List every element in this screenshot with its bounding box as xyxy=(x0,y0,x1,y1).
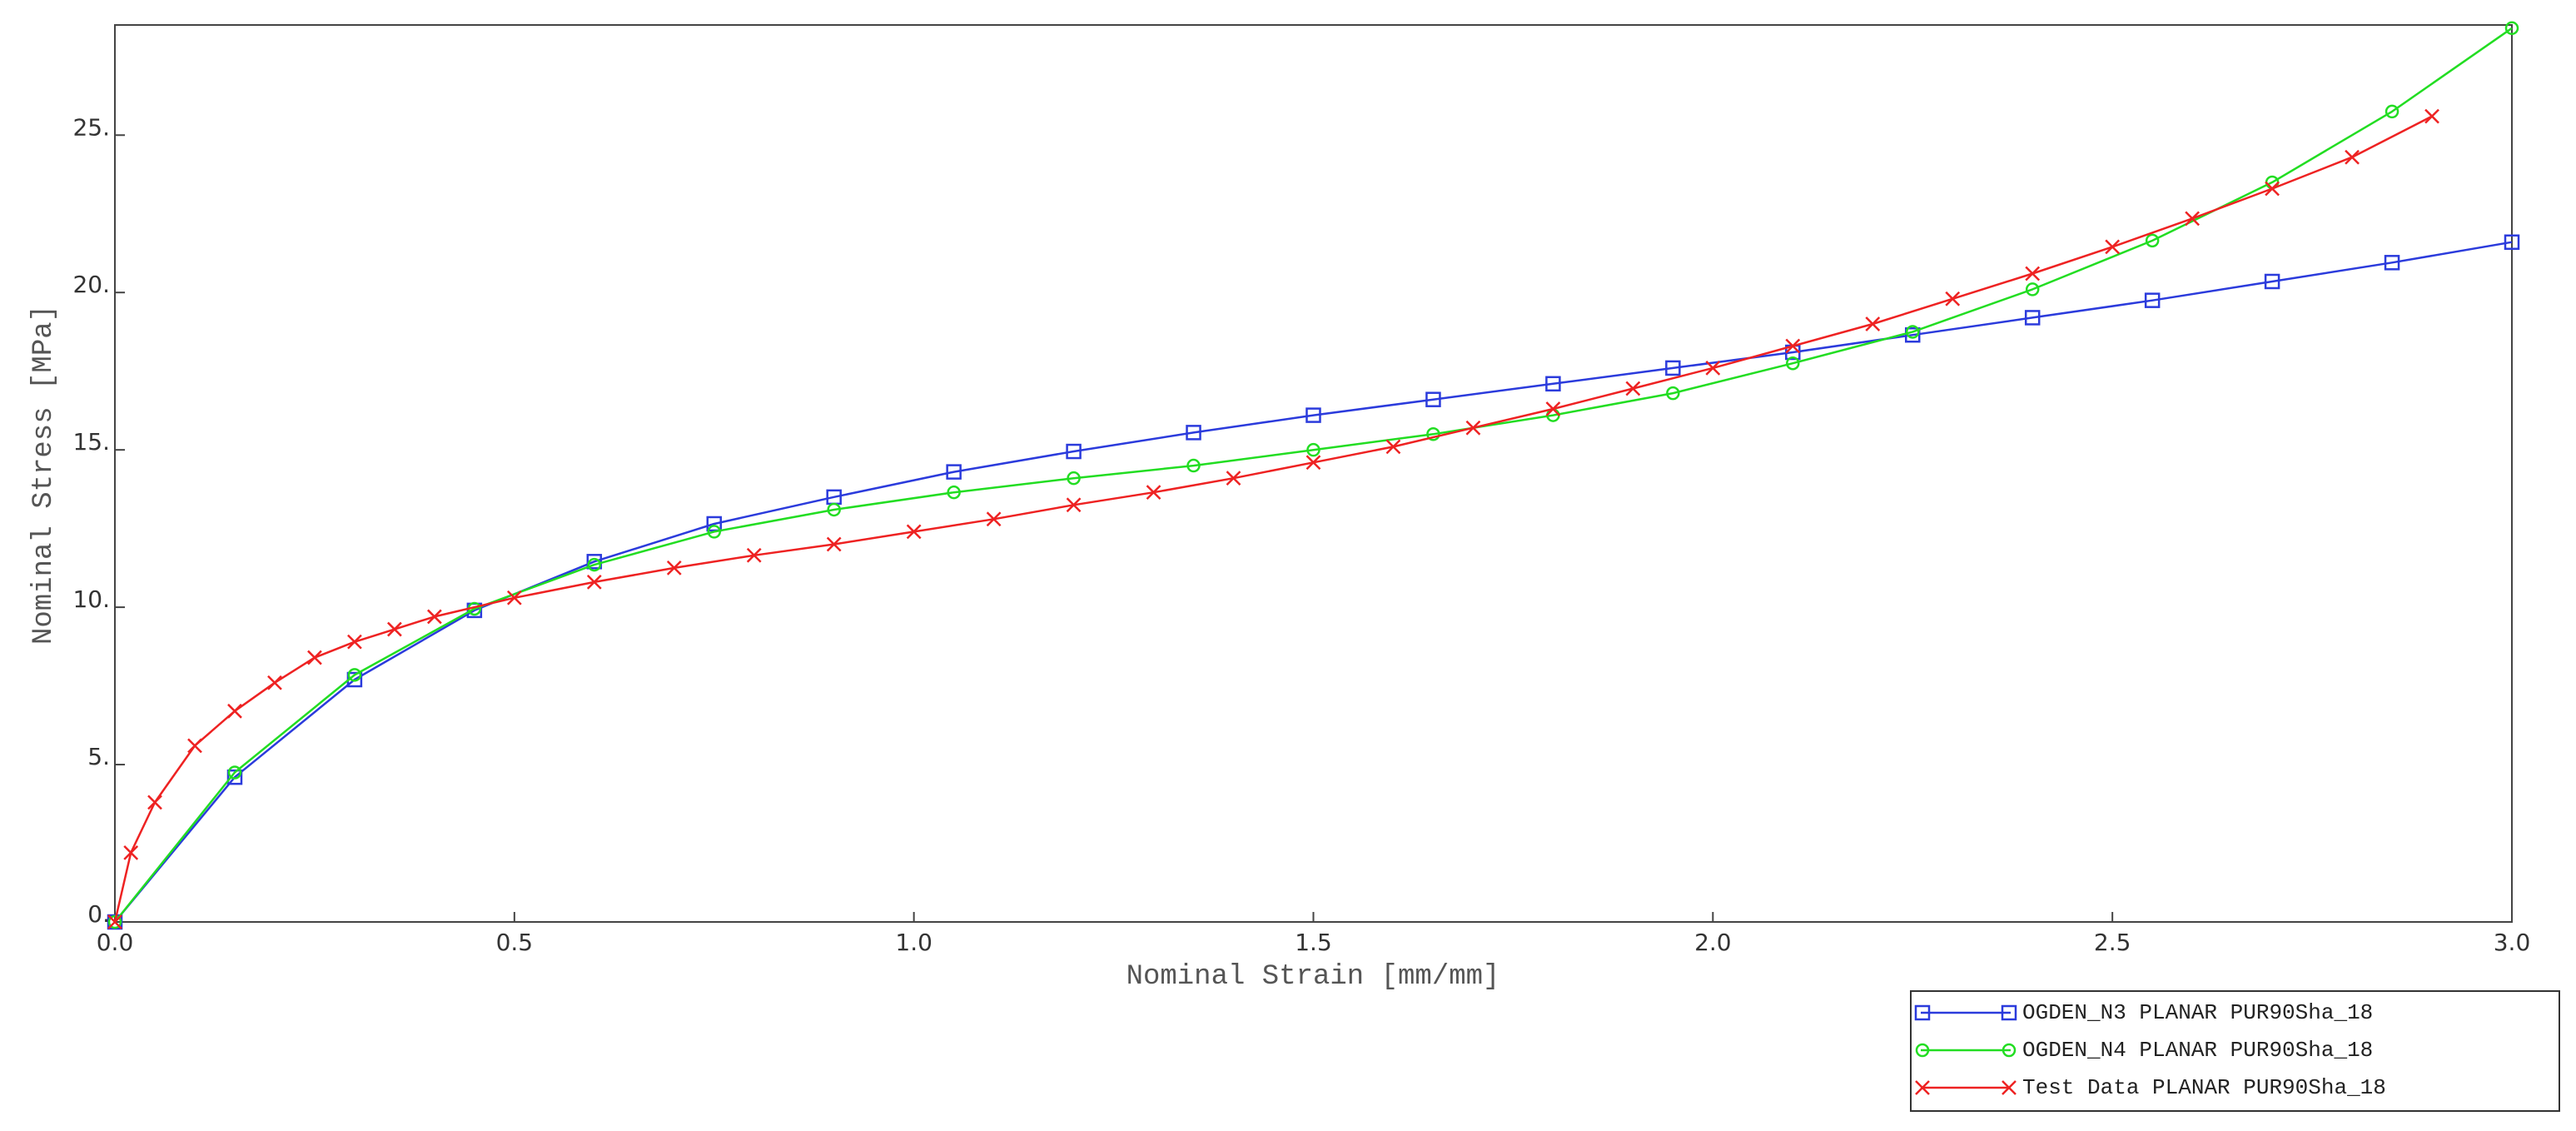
data-point xyxy=(1186,425,1201,441)
data-point xyxy=(2265,181,2280,197)
legend-marker xyxy=(2001,1004,2017,1021)
series-line xyxy=(114,241,2513,923)
data-point xyxy=(2025,266,2041,282)
data-point xyxy=(947,485,961,500)
data-point xyxy=(1625,381,1641,396)
data-point xyxy=(826,536,842,552)
data-point xyxy=(1067,471,1081,486)
data-point xyxy=(226,769,243,785)
data-point xyxy=(1066,443,1082,460)
y-tick-label: 25. xyxy=(72,113,110,141)
data-point xyxy=(906,524,922,540)
data-point xyxy=(1785,338,1801,354)
data-point xyxy=(1465,420,1481,436)
data-point xyxy=(347,668,362,682)
data-point xyxy=(2144,292,2161,308)
data-point xyxy=(2384,255,2400,271)
data-point xyxy=(986,511,1002,527)
x-tick-label: 0.5 xyxy=(496,929,534,956)
data-point xyxy=(1385,439,1401,455)
legend-marker xyxy=(2002,1080,2017,1095)
data-point xyxy=(1146,485,1161,501)
x-tick-label: 1.0 xyxy=(895,929,932,956)
data-point xyxy=(2025,282,2040,296)
x-tick-label: 3.0 xyxy=(2494,929,2531,956)
data-point xyxy=(666,560,682,575)
data-point xyxy=(2345,149,2360,165)
data-point xyxy=(2424,108,2439,124)
data-point xyxy=(147,795,162,810)
data-point xyxy=(1066,497,1082,513)
data-point xyxy=(2264,273,2280,290)
data-point xyxy=(746,547,762,563)
data-point xyxy=(1865,316,1881,331)
data-point xyxy=(1305,455,1321,471)
plot-frame xyxy=(114,24,2513,923)
data-point xyxy=(1305,407,1321,423)
y-tick-label: 15. xyxy=(72,428,110,456)
legend-box xyxy=(1910,990,2560,1112)
data-point xyxy=(347,634,362,650)
data-point xyxy=(1425,391,1441,407)
data-point xyxy=(123,845,139,860)
data-point xyxy=(2385,104,2399,119)
data-point xyxy=(227,703,242,719)
data-point xyxy=(1426,427,1440,441)
x-tick-label: 2.5 xyxy=(2094,929,2131,956)
legend-label: OGDEN_N3 PLANAR PUR90Sha_18 xyxy=(2022,1000,2373,1025)
x-tick-label: 0.0 xyxy=(97,929,134,956)
legend-marker xyxy=(2002,1043,2017,1058)
legend-marker xyxy=(1915,1043,1930,1058)
data-point xyxy=(307,650,322,665)
data-point xyxy=(827,502,841,517)
data-point xyxy=(586,554,603,570)
y-tick-label: 10. xyxy=(72,585,110,613)
y-axis-title: Nominal Stress [MPa] xyxy=(28,305,60,645)
data-point xyxy=(2024,310,2041,326)
data-point xyxy=(1705,361,1721,376)
data-point xyxy=(1945,291,1961,306)
y-tick-label: 20. xyxy=(72,271,110,298)
data-point xyxy=(227,765,242,780)
data-point xyxy=(2105,239,2121,255)
series-line xyxy=(114,27,2513,923)
data-point xyxy=(386,621,402,637)
legend-marker xyxy=(1914,1004,1931,1021)
data-point xyxy=(506,590,522,605)
data-point xyxy=(107,914,122,929)
data-point xyxy=(1186,458,1201,473)
data-point xyxy=(1786,356,1800,371)
data-point xyxy=(1545,376,1561,392)
data-point xyxy=(946,464,962,480)
x-tick-label: 1.5 xyxy=(1295,929,1332,956)
data-point xyxy=(707,525,721,539)
x-axis-title: Nominal Strain [mm/mm] xyxy=(1126,961,1500,993)
data-point xyxy=(107,914,122,929)
data-point xyxy=(1906,325,1920,339)
data-point xyxy=(1226,471,1241,486)
legend-label: Test Data PLANAR PUR90Sha_18 xyxy=(2022,1075,2386,1100)
data-point xyxy=(2504,234,2520,250)
y-tick-label: 0. xyxy=(87,900,110,928)
data-point xyxy=(586,574,602,590)
data-point xyxy=(587,557,602,572)
data-point xyxy=(1545,401,1561,416)
series-line xyxy=(113,115,2433,923)
data-point xyxy=(426,609,442,625)
data-point xyxy=(1665,360,1681,376)
data-point xyxy=(1306,442,1320,457)
x-tick-label: 2.0 xyxy=(1694,929,1732,956)
data-point xyxy=(2504,21,2519,36)
data-point xyxy=(706,516,722,532)
data-point xyxy=(2185,211,2201,227)
data-point xyxy=(1666,386,1680,401)
legend-label: OGDEN_N4 PLANAR PUR90Sha_18 xyxy=(2022,1038,2373,1063)
data-point xyxy=(187,738,202,754)
legend-marker xyxy=(1915,1080,1930,1095)
data-point xyxy=(267,675,282,690)
data-point xyxy=(1905,326,1921,343)
data-point xyxy=(2145,233,2160,248)
y-tick-label: 5. xyxy=(87,743,110,770)
